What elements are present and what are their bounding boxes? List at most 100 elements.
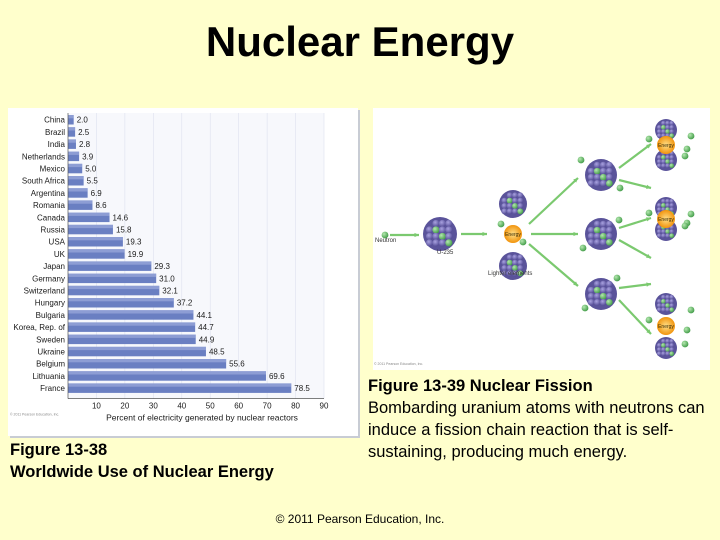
neutron-ball (432, 226, 440, 234)
arrow-head (646, 184, 651, 190)
fission-canvas: Energy Energy Energy Energy Neutron U-235 L… (374, 119, 695, 366)
proton-ball (587, 298, 595, 306)
proton-ball (587, 286, 595, 294)
data-label: 32.1 (162, 287, 178, 296)
arrow-head (646, 144, 651, 149)
proton-ball (587, 173, 595, 181)
neutron-ball (665, 129, 670, 134)
bar-highlight (68, 285, 160, 290)
neutron-ball (661, 155, 666, 160)
proton-ball (661, 159, 666, 164)
proton-ball (656, 163, 662, 169)
figure-13-38-subtitle: Worldwide Use of Nuclear Energy (10, 463, 274, 481)
proton-ball (425, 232, 434, 240)
proton-ball (665, 351, 670, 357)
proton-ball (517, 197, 524, 204)
proton-ball (599, 179, 607, 187)
bar (68, 359, 227, 369)
chart-credit: © 2011 Pearson Education, Inc. (10, 413, 59, 417)
category-label: Ukraine (37, 348, 65, 357)
copyright-notice: © 2011 Pearson Education, Inc. (275, 512, 445, 526)
proton-ball (501, 270, 508, 277)
bar-highlight (68, 115, 74, 119)
data-label: 19.3 (126, 238, 142, 247)
proton-ball (656, 203, 662, 208)
proton-ball (656, 133, 662, 139)
bar-highlight (68, 127, 76, 131)
data-label: 2.8 (79, 140, 91, 149)
category-label: South Africa (22, 177, 66, 186)
proton-ball (599, 298, 607, 306)
proton-ball (669, 229, 675, 234)
proton-ball (669, 299, 675, 304)
proton-ball (669, 338, 675, 344)
bar (68, 139, 76, 149)
lighter-elements-label: Lighter elements (488, 271, 532, 277)
proton-ball (669, 207, 675, 212)
proton-ball (593, 173, 601, 181)
data-label: 44.1 (196, 311, 212, 320)
neutron-ball (593, 286, 601, 294)
proton-ball (656, 125, 662, 130)
fission-credit: © 2011 Pearson Education, Inc. (374, 362, 423, 366)
proton-ball (445, 232, 453, 240)
energy-label: Energy (658, 217, 674, 223)
category-label: Sweden (36, 335, 65, 344)
proton-ball (665, 343, 670, 348)
nuclear-use-bar-chart: China 2.0 Brazil 2.5 India 2.8 Netherlands 3.9 M… (8, 108, 358, 436)
proton-ball (517, 265, 524, 271)
data-label: 78.5 (294, 384, 310, 393)
free-neutron (683, 145, 691, 153)
proton-ball (665, 233, 670, 239)
proton-ball (656, 307, 662, 313)
proton-ball (665, 203, 670, 208)
neutron-ball (665, 303, 670, 308)
neutron-ball (605, 238, 613, 246)
free-neutron (616, 184, 624, 192)
arrow-head (646, 282, 651, 287)
category-label: India (48, 140, 66, 149)
neutron-ball (665, 159, 670, 164)
proton-ball (605, 226, 613, 234)
bar (68, 200, 93, 210)
energy-burst (657, 136, 675, 154)
bar (68, 298, 174, 308)
bar-highlight (68, 249, 125, 253)
proton-ball (656, 207, 662, 212)
bar-highlight (68, 212, 110, 216)
x-tick-label: 10 (92, 402, 101, 411)
proton-ball (599, 161, 607, 169)
neutron-ball (669, 163, 675, 169)
bar (68, 346, 206, 357)
neutron-ball (512, 265, 518, 271)
arrow-line (618, 282, 652, 290)
proton-ball (506, 254, 513, 261)
proton-ball (599, 167, 607, 175)
proton-ball (605, 167, 613, 175)
proton-ball (605, 286, 613, 294)
neutron-ball (599, 173, 607, 181)
proton-ball (587, 238, 595, 246)
chart-canvas: China 2.0 Brazil 2.5 India 2.8 Netherlands 3.9 M… (10, 113, 329, 423)
category-label: Bulgaria (36, 311, 66, 320)
data-label: 5.5 (87, 177, 99, 186)
energy-burst (657, 210, 675, 228)
neutron-ball (605, 298, 613, 306)
proton-ball (501, 265, 508, 271)
x-tick-label: 60 (234, 402, 243, 411)
proton-ball (587, 179, 595, 187)
data-label: 48.5 (209, 348, 225, 357)
free-neutron (497, 220, 505, 228)
proton-ball (425, 239, 434, 247)
proton-ball (593, 232, 601, 240)
proton-ball (587, 167, 595, 175)
proton-ball (665, 299, 670, 304)
bar (68, 188, 88, 198)
figure-13-39-text: Bombarding uranium atoms with neutrons c… (368, 399, 705, 461)
data-label: 55.6 (229, 360, 245, 369)
category-label: Canada (37, 213, 66, 222)
bar (68, 224, 113, 235)
neutron-ball (517, 208, 524, 215)
bar-highlight (68, 273, 157, 277)
figure-13-38-caption: Figure 13-38 Worldwide Use of Nuclear En… (10, 439, 274, 483)
